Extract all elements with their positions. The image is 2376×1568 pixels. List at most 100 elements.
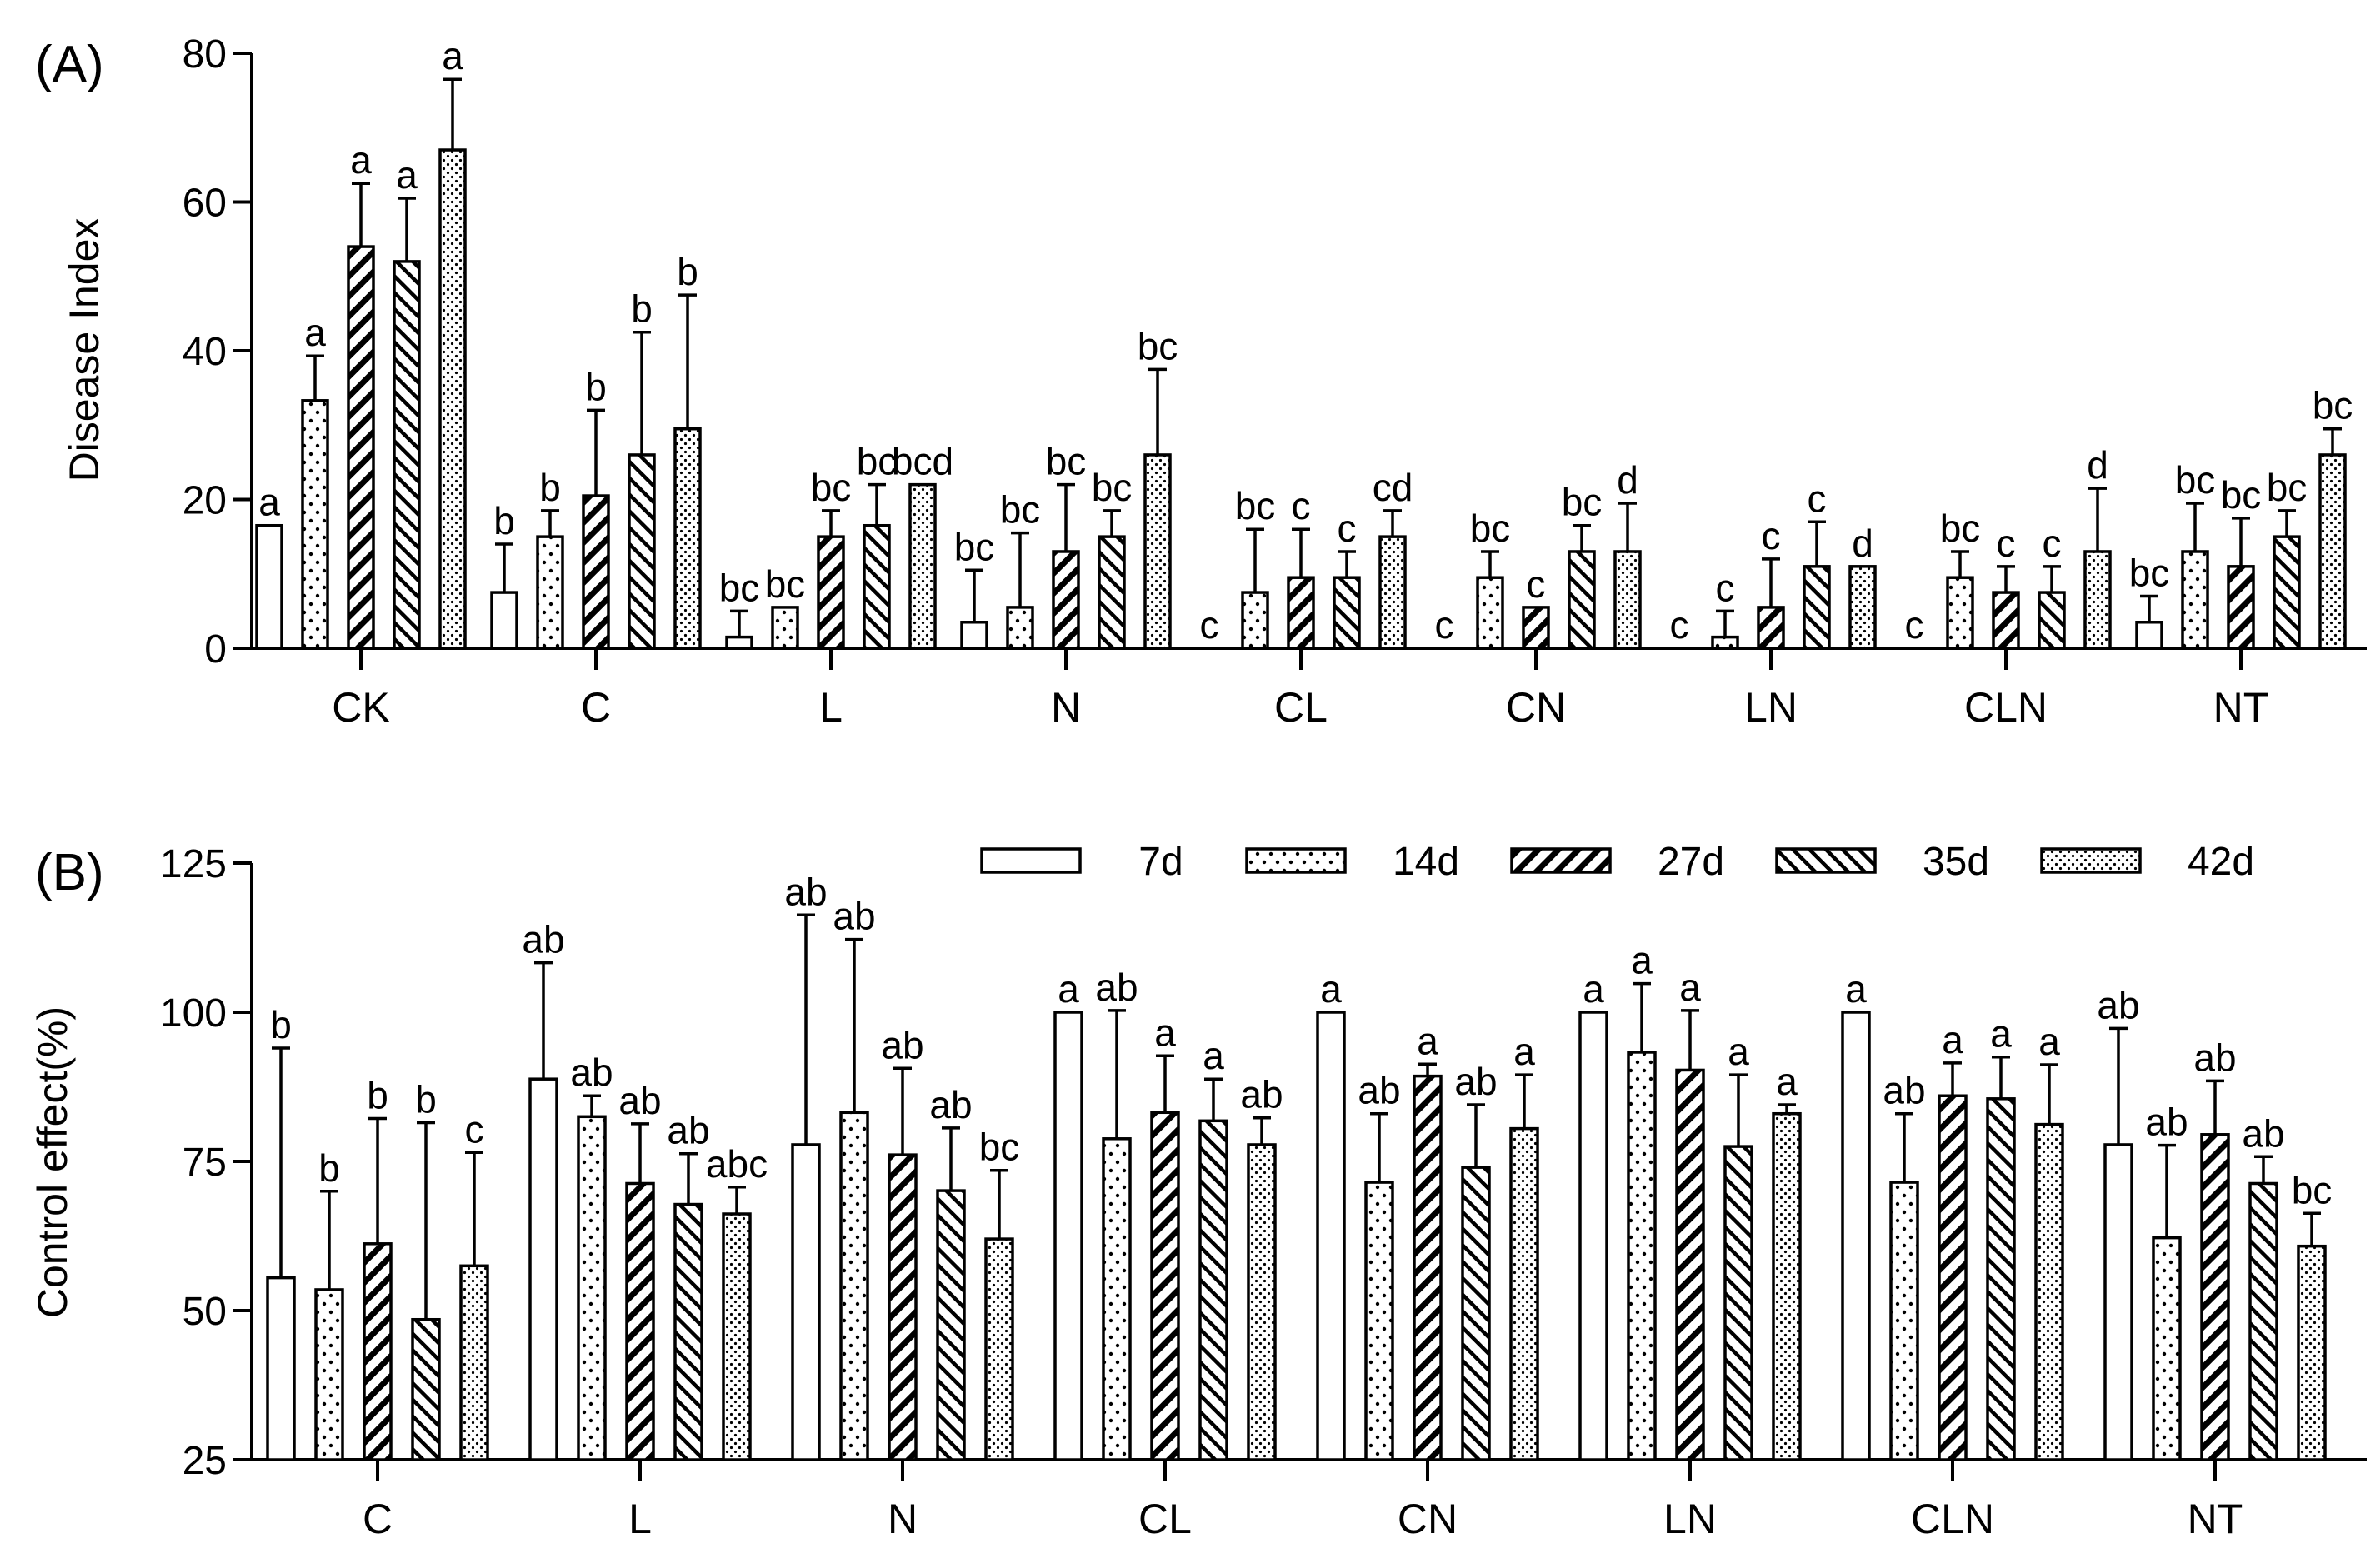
a-n-14d-bar [1006,606,1034,650]
a-ck-14d-significance-label: a [304,311,326,354]
b-c-42d-significance-label: c [465,1107,484,1151]
b-cl-27d-significance-label: a [1154,1011,1176,1054]
a-y-tick-label-40: 40 [183,330,227,374]
a-nt-42d-bar [2318,453,2347,650]
a-ck-42d-significance-label: a [442,34,463,77]
b-n-42d-bar [984,1237,1014,1461]
b-cl-42d-significance-label: ab [1240,1073,1283,1116]
b-l-14d-significance-label: ab [570,1051,613,1094]
b-ln-14d-bar [1627,1051,1657,1461]
a-nt-35d-significance-label: bc [2267,466,2308,509]
b-n-27d-bar [888,1153,918,1461]
b-cln-7d-significance-label: a [1845,967,1867,1011]
b-c-42d-bar [459,1264,489,1461]
b-nt-7d-significance-label: ab [2097,983,2139,1026]
a-c-7d-significance-label: b [493,499,515,542]
a-l-35d-significance-label: bc [857,440,898,483]
a-cln-35d-significance-label: c [2043,522,2062,565]
b-cn-35d-significance-label: ab [1454,1060,1497,1103]
a-l-27d-bar [817,535,845,650]
a-nt-14d-bar [2181,550,2209,650]
b-y-tick-label-125: 125 [160,842,227,886]
a-category-label-l: L [819,684,843,731]
b-l-27d-bar [625,1181,655,1461]
legend-label-27d: 27d [1658,840,1724,884]
a-cl-42d-significance-label: cd [1373,466,1413,509]
b-ln-42d-bar [1772,1111,1802,1461]
legend-swatch-35d [1775,847,1877,874]
a-l-35d-bar [863,523,891,650]
b-nt-14d-significance-label: ab [2145,1101,2188,1144]
b-nt-35d-bar [2248,1181,2278,1461]
b-cln-27d-significance-label: a [1942,1018,1963,1061]
a-nt-7d-significance-label: bc [2129,552,2170,595]
b-cln-35d-significance-label: a [1990,1012,2012,1056]
b-l-42d-significance-label: abc [706,1142,768,1186]
b-l-27d-significance-label: ab [618,1079,661,1122]
legend-label-35d: 35d [1923,840,1989,884]
a-cn-35d-bar [1568,550,1596,650]
b-cln-27d-bar [1938,1094,1968,1461]
a-y-tick-label-0: 0 [204,627,227,672]
a-n-7d-significance-label: bc [954,525,995,568]
a-nt-35d-bar [2273,535,2301,650]
a-cln-27d-significance-label: c [1997,522,2016,565]
a-cln-14d-bar [1946,576,1974,650]
a-cl-14d-bar [1241,591,1269,650]
b-nt-27d-significance-label: ab [2193,1036,2236,1079]
b-cn-27d-bar [1413,1074,1443,1461]
a-cl-27d-significance-label: c [1292,484,1311,527]
a-l-42d-bar [908,482,937,650]
a-c-27d-bar [582,494,610,650]
a-cln-27d-bar [1992,591,2020,650]
a-l-42d-significance-label: bcd [892,440,953,483]
legend-swatch-42d [2040,847,2142,874]
a-n-14d-significance-label: bc [1000,488,1041,532]
a-n-35d-bar [1098,535,1126,650]
a-l-14d-significance-label: bc [765,562,806,606]
b-cn-7d-significance-label: a [1320,967,1342,1011]
b-category-label-n: N [888,1496,918,1542]
b-cln-14d-bar [1889,1181,1919,1461]
b-n-35d-significance-label: ab [929,1083,972,1126]
a-cln-42d-significance-label: d [2087,443,2108,487]
a-nt-42d-significance-label: bc [2313,384,2353,427]
a-cn-42d-significance-label: d [1617,458,1638,502]
b-cl-35d-bar [1198,1119,1228,1461]
b-c-27d-significance-label: b [367,1073,388,1116]
a-c-42d-significance-label: b [677,250,698,293]
b-c-7d-significance-label: b [270,1003,292,1046]
b-category-label-ln: LN [1663,1496,1717,1542]
a-c-42d-bar [673,427,702,650]
b-ln-7d-bar [1578,1011,1608,1461]
b-ln-35d-significance-label: a [1728,1030,1749,1073]
a-cn-27d-bar [1522,606,1550,650]
a-ck-27d-significance-label: a [350,138,372,182]
a-cn-35d-significance-label: bc [1562,481,1603,524]
a-y-tick-label-80: 80 [183,32,227,77]
b-l-7d-bar [528,1077,558,1461]
a-ln-42d-significance-label: d [1852,522,1873,565]
legend-label-42d: 42d [2188,840,2254,884]
a-cln-14d-significance-label: bc [1940,507,1981,550]
a-cln-35d-bar [2038,591,2066,650]
b-cln-42d-significance-label: a [2038,1020,2060,1063]
a-ln-27d-bar [1757,606,1785,650]
b-ln-35d-bar [1723,1145,1753,1461]
b-c-14d-significance-label: b [318,1146,340,1190]
b-category-label-cn: CN [1398,1496,1458,1542]
a-cn-42d-bar [1613,550,1642,650]
b-y-tick-label-25: 25 [183,1439,227,1483]
b-cl-35d-significance-label: a [1203,1034,1224,1077]
a-category-label-ln: LN [1744,684,1798,731]
b-nt-35d-significance-label: ab [2242,1111,2284,1155]
a-c-35d-bar [628,453,656,650]
legend-swatch-7d [980,847,1082,874]
b-n-14d-bar [839,1111,869,1461]
a-ck-14d-bar [301,399,329,650]
legend: 7d 14d 27d 35d 42d [980,840,2254,884]
b-cn-14d-significance-label: ab [1358,1069,1400,1112]
b-ln-42d-significance-label: a [1776,1060,1798,1103]
